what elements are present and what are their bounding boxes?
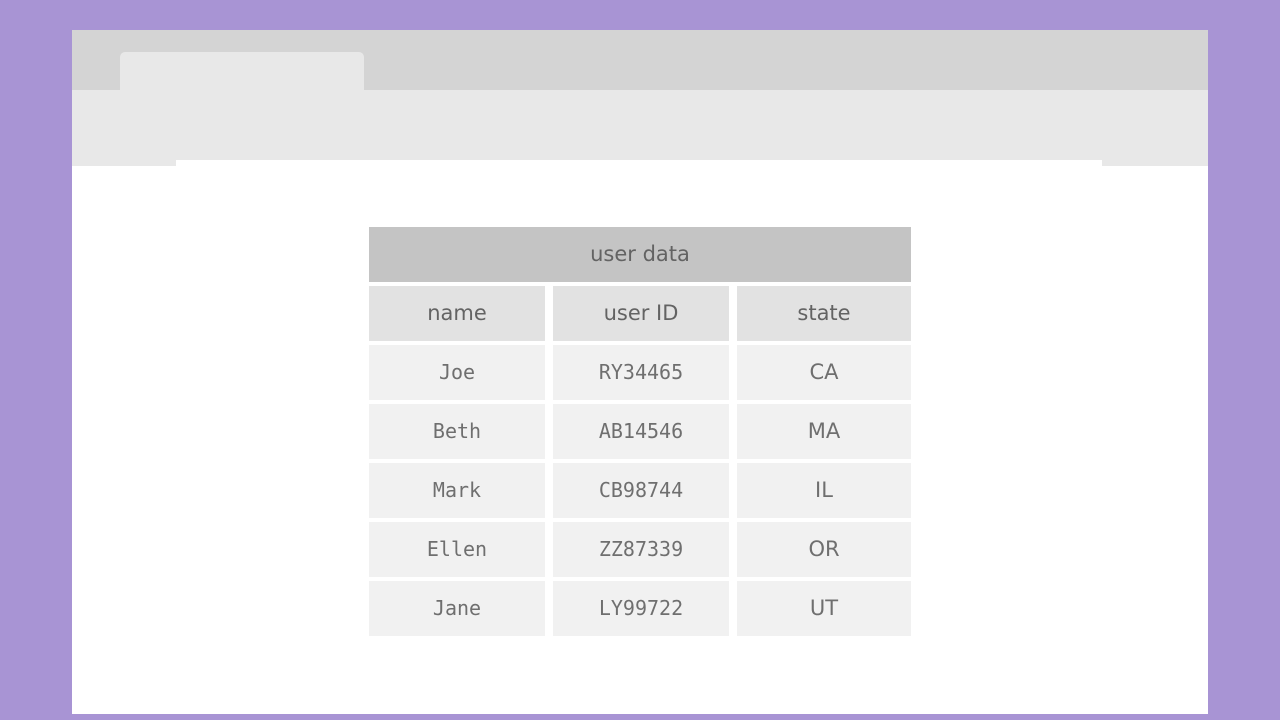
table-row: Ellen ZZ87339 OR: [369, 522, 911, 577]
table-header-row: name user ID state: [369, 286, 911, 341]
cell-name: Beth: [369, 404, 545, 459]
table-caption: user data: [369, 227, 911, 282]
cell-state: OR: [737, 522, 911, 577]
table-row: Joe RY34465 CA: [369, 345, 911, 400]
cell-name: Jane: [369, 581, 545, 636]
cell-state: IL: [737, 463, 911, 518]
cell-user-id: LY99722: [553, 581, 729, 636]
browser-window: http://example.com/user/1;DROP TABLE use…: [72, 30, 1208, 714]
user-data-table: user data name user ID state Joe RY34465…: [369, 227, 911, 640]
browser-tab-title: [120, 52, 364, 61]
cell-user-id: AB14546: [553, 404, 729, 459]
page-viewport: user data name user ID state Joe RY34465…: [72, 166, 1208, 714]
cell-user-id: CB98744: [553, 463, 729, 518]
table-row: Jane LY99722 UT: [369, 581, 911, 636]
cell-state: MA: [737, 404, 911, 459]
column-header-user-id: user ID: [553, 286, 729, 341]
browser-tab-strip: [72, 30, 1208, 90]
cell-name: Ellen: [369, 522, 545, 577]
table-row: Beth AB14546 MA: [369, 404, 911, 459]
cell-name: Mark: [369, 463, 545, 518]
cell-state: UT: [737, 581, 911, 636]
browser-tab[interactable]: [120, 52, 364, 90]
table-row: Mark CB98744 IL: [369, 463, 911, 518]
cell-name: Joe: [369, 345, 545, 400]
column-header-state: state: [737, 286, 911, 341]
column-header-name: name: [369, 286, 545, 341]
cell-user-id: RY34465: [553, 345, 729, 400]
cell-user-id: ZZ87339: [553, 522, 729, 577]
browser-toolbar: http://example.com/user/1;DROP TABLE use…: [72, 90, 1208, 192]
bottom-accent-strip: [0, 714, 1280, 720]
cell-state: CA: [737, 345, 911, 400]
